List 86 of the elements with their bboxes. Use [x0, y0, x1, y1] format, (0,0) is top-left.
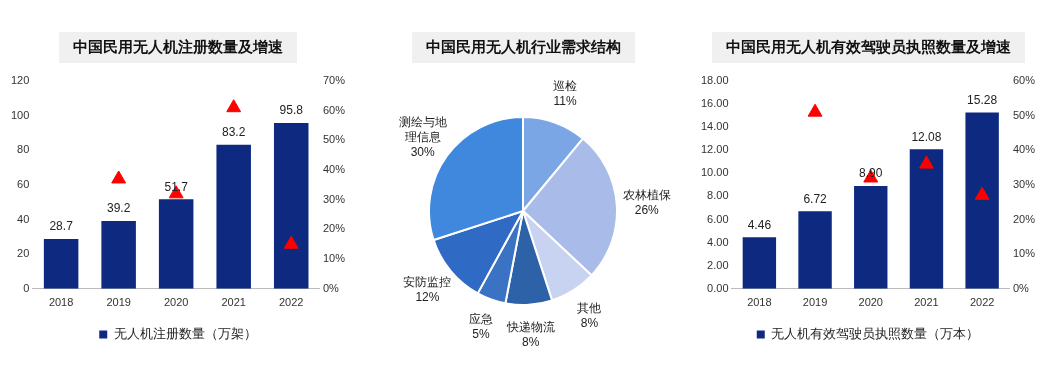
point: [111, 170, 127, 184]
bar: [216, 144, 251, 289]
point: [807, 103, 823, 117]
x-tick-label: 2020: [163, 296, 189, 309]
chart-title: 中国民用无人机行业需求结构: [411, 32, 635, 63]
x-tick-label: 2022: [969, 296, 995, 309]
data-label: 39.2: [106, 201, 131, 216]
data-label: 26%: [634, 203, 660, 218]
y2-tick-label: 60%: [322, 103, 346, 116]
y2-tick-label: 50%: [1012, 108, 1036, 121]
data-label: 95.8: [279, 103, 304, 118]
x-tick-label: 2018: [48, 296, 74, 309]
y-tick-label: 100: [10, 108, 30, 121]
slice-label: 其他: [577, 300, 602, 315]
data-label: 28.7: [49, 219, 74, 234]
y-tick-label: 2.00: [707, 258, 729, 271]
bar: [854, 186, 888, 289]
legend-label: 无人机注册数量（万架）: [113, 326, 257, 342]
point: [919, 155, 934, 169]
y2-tick-label: 20%: [1012, 212, 1036, 225]
y-tick-label: 6.00: [707, 212, 729, 225]
y2-tick-label: 0%: [322, 281, 340, 294]
slice-label: 测绘与地理信息: [398, 115, 447, 145]
y-tick-label: 40: [17, 212, 30, 225]
bar: [158, 199, 194, 289]
data-label: 8%: [580, 315, 599, 330]
data-label: 12.08: [911, 129, 942, 144]
legend-label: 无人机有效驾驶员执照数量（万本）: [771, 326, 980, 342]
data-label: 5%: [472, 327, 490, 342]
data-label: 4.46: [747, 217, 772, 232]
data-label: 11%: [553, 94, 577, 109]
x-tick-label: 2019: [802, 296, 828, 309]
y2-tick-label: 0%: [1012, 281, 1030, 294]
y-tick-label: 12.00: [701, 143, 729, 156]
bar: [43, 239, 79, 289]
y-tick-label: 18.00: [701, 74, 729, 87]
y-tick-label: 8.00: [707, 189, 729, 202]
point: [283, 235, 299, 249]
x-tick-label: 2018: [747, 296, 772, 309]
y-tick-label: 4.00: [707, 235, 729, 248]
point: [226, 99, 242, 113]
y-tick-label: 60: [17, 177, 30, 190]
chart-title: 中国民用无人机有效驾驶员执照数量及增速: [711, 32, 1025, 63]
y2-tick-label: 60%: [1012, 74, 1036, 87]
x-tick-label: 2021: [221, 296, 246, 309]
data-label: 83.2: [222, 125, 246, 140]
data-label: 12%: [415, 289, 440, 304]
bar: [798, 211, 832, 289]
slice-label: 快递物流: [505, 319, 555, 334]
y2-tick-label: 10%: [1012, 247, 1036, 260]
y-tick-label: 120: [10, 74, 30, 87]
y2-tick-label: 40%: [1012, 143, 1036, 156]
x-tick-label: 2019: [106, 296, 131, 309]
data-label: 30%: [410, 145, 436, 160]
y-tick-label: 10.00: [701, 166, 729, 179]
y-tick-label: 0.00: [707, 281, 729, 294]
bar: [742, 237, 777, 289]
x-tick-label: 2022: [278, 296, 304, 309]
y2-tick-label: 70%: [322, 74, 346, 87]
slice-label: 应急: [469, 312, 493, 327]
slice-label: 巡检: [553, 79, 577, 94]
y2-tick-label: 30%: [1012, 177, 1036, 190]
y2-tick-label: 10%: [322, 252, 346, 265]
bar: [101, 220, 136, 289]
data-label: 15.28: [967, 92, 998, 107]
bar: [909, 149, 944, 289]
point: [974, 186, 990, 200]
data-label: 8%: [522, 334, 540, 349]
y2-tick-label: 40%: [322, 163, 346, 176]
bar: [965, 112, 999, 289]
y-tick-label: 20: [17, 247, 30, 260]
slice-label: 安防监控: [403, 274, 452, 289]
y2-tick-label: 30%: [322, 192, 346, 205]
y-tick-label: 0: [23, 281, 30, 294]
bar: [273, 122, 309, 289]
data-label: 6.72: [803, 191, 828, 206]
y-tick-label: 16.00: [701, 97, 729, 110]
y-tick-label: 14.00: [701, 120, 729, 133]
x-tick-label: 2021: [914, 296, 939, 309]
y-tick-label: 80: [17, 143, 30, 156]
data-label: 51.7: [164, 179, 189, 194]
slice-label: 农林植保: [622, 188, 671, 203]
chart-title: 中国民用无人机注册数量及增速: [59, 32, 297, 63]
x-tick-label: 2020: [858, 296, 883, 309]
y2-tick-label: 50%: [322, 133, 346, 146]
y2-tick-label: 20%: [322, 222, 346, 235]
